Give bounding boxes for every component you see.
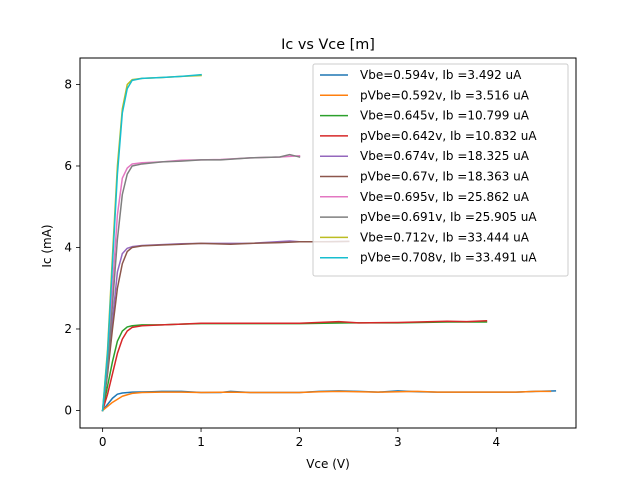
y-axis-label: Ic (mA) — [40, 224, 54, 267]
chart-title: Ic vs Vce [m] — [281, 37, 375, 53]
series-line-4 — [101, 320, 488, 412]
x-tick-label: 0 — [99, 435, 107, 449]
series-line-8 — [101, 153, 301, 412]
legend-label-6: pVbe=0.67v, Ib =18.363 uA — [360, 170, 530, 184]
legend-label-3: Vbe=0.645v, Ib =10.799 uA — [360, 109, 530, 123]
legend-label-5: Vbe=0.674v, Ib =18.325 uA — [360, 149, 530, 163]
legend-label-10: pVbe=0.708v, Ib =33.491 uA — [360, 251, 537, 265]
legend: Vbe=0.594v, Ib =3.492 uA pVbe=0.592v, Ib … — [312, 63, 569, 277]
series-line-6 — [101, 240, 350, 412]
legend-label-2: pVbe=0.592v, Ib =3.516 uA — [360, 88, 530, 102]
x-tick-label: 4 — [492, 435, 500, 449]
series-layer — [101, 73, 557, 412]
y-tick-label: 2 — [64, 322, 72, 336]
y-tick-label: 4 — [64, 240, 72, 254]
y-tick-label: 8 — [64, 77, 72, 91]
x-tick-label: 3 — [394, 435, 402, 449]
legend-label-4: pVbe=0.642v, Ib =10.832 uA — [360, 129, 537, 143]
legend-label-8: pVbe=0.691v, Ib =25.905 uA — [360, 210, 537, 224]
y-tick-label: 6 — [64, 159, 72, 173]
axes-frame — [79, 57, 577, 429]
legend-label-7: Vbe=0.695v, Ib =25.862 uA — [360, 190, 530, 204]
legend-label-9: Vbe=0.712v, Ib =33.444 uA — [360, 230, 530, 244]
series-line-2 — [101, 390, 552, 412]
series-line-10 — [101, 73, 202, 412]
legend-label-1: Vbe=0.594v, Ib =3.492 uA — [360, 68, 522, 82]
plot-area: 0 1 2 3 4 0 2 4 6 8 — [64, 57, 577, 449]
ticks-layer: 0 1 2 3 4 0 2 4 6 8 — [64, 77, 500, 449]
legend-box — [312, 63, 569, 277]
x-tick-label: 2 — [296, 435, 304, 449]
legend-entries: Vbe=0.594v, Ib =3.492 uA pVbe=0.592v, Ib … — [320, 68, 537, 265]
x-axis-label: Vce (V) — [306, 457, 350, 471]
x-tick-label: 1 — [197, 435, 205, 449]
y-tick-label: 0 — [64, 403, 72, 417]
